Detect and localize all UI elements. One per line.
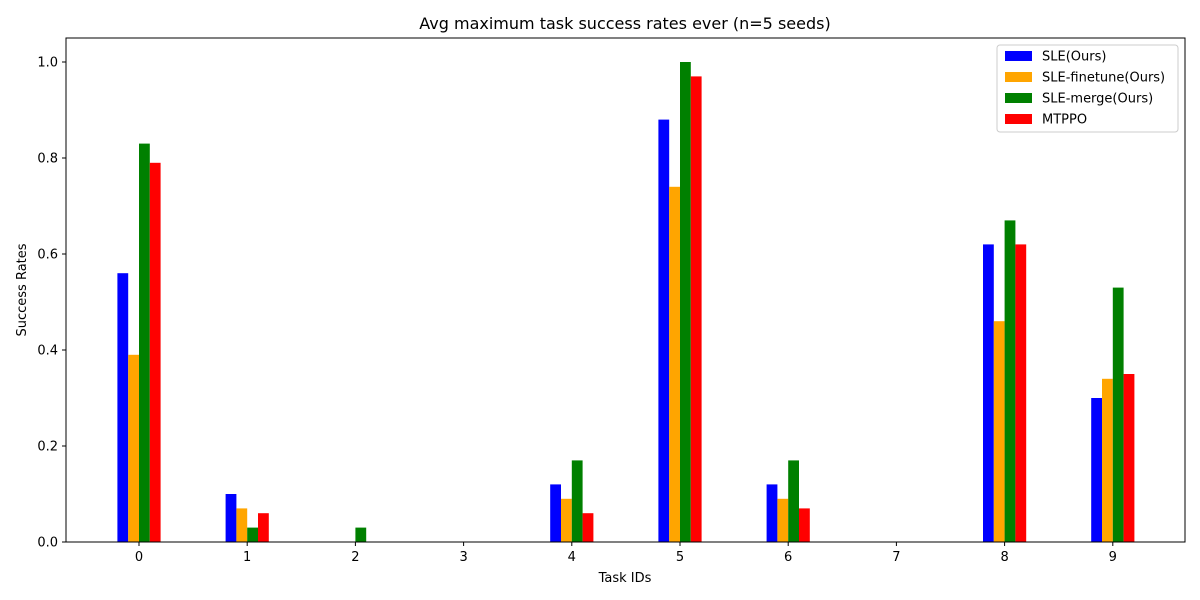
bar <box>1004 220 1016 542</box>
plot-frame <box>65 37 1186 543</box>
bar <box>983 244 994 542</box>
legend-swatch <box>1005 93 1032 103</box>
legend-label: MTPPO <box>1042 113 1087 128</box>
legend-swatch <box>1005 51 1032 61</box>
bar <box>117 273 129 542</box>
bar <box>777 498 789 542</box>
bar <box>571 460 583 542</box>
legend-frame <box>996 44 1179 133</box>
y-axis: 0.0 0.2 0.4 0.6 0.8 1.0 <box>37 56 66 551</box>
x-tick-label: 3 <box>459 550 467 565</box>
bars-group <box>117 62 1135 543</box>
bar <box>1102 378 1113 542</box>
x-tick-label: 0 <box>135 550 143 565</box>
x-tick-label: 1 <box>243 550 251 565</box>
x-axis-label: Task IDs <box>598 571 652 586</box>
y-axis-label: Success Rates <box>15 243 30 336</box>
legend-swatch <box>1005 114 1032 124</box>
bar <box>1123 374 1135 542</box>
bar <box>149 162 161 543</box>
legend: SLE(Ours) SLE-finetune(Ours) SLE-merge(Our… <box>996 44 1179 133</box>
y-tick-label: 0.0 <box>37 536 58 551</box>
bar <box>1112 287 1124 542</box>
chart-title: Avg maximum task success rates ever (n=5… <box>419 14 830 33</box>
legend-label: SLE-merge(Ours) <box>1042 92 1153 107</box>
bar <box>550 484 561 542</box>
y-tick-label: 0.6 <box>37 248 58 263</box>
x-tick-label: 7 <box>892 550 900 565</box>
y-tick-label: 0.8 <box>37 152 58 167</box>
bar <box>247 527 258 542</box>
y-tick-label: 0.2 <box>37 440 58 455</box>
legend-swatch <box>1005 72 1032 82</box>
x-tick-label: 5 <box>676 550 684 565</box>
bar <box>766 484 778 542</box>
bar <box>1015 244 1027 542</box>
bar <box>993 321 1005 542</box>
bar <box>658 119 670 542</box>
bar <box>1091 398 1102 542</box>
bar <box>236 508 248 542</box>
x-tick-label: 8 <box>1000 550 1008 565</box>
bar <box>788 460 799 542</box>
bar <box>128 354 139 542</box>
bar <box>582 513 594 542</box>
y-tick-label: 0.4 <box>37 344 58 359</box>
bar <box>680 62 691 542</box>
x-axis: 0 1 2 3 4 5 6 7 8 9 <box>135 542 1117 565</box>
bar <box>355 527 367 542</box>
bar <box>561 498 572 542</box>
x-tick-label: 2 <box>351 550 359 565</box>
y-tick-label: 1.0 <box>37 56 58 71</box>
bar <box>669 186 680 543</box>
legend-label: SLE-finetune(Ours) <box>1042 71 1165 86</box>
x-tick-label: 9 <box>1109 550 1117 565</box>
bar <box>225 494 237 542</box>
x-tick-label: 6 <box>784 550 792 565</box>
bar <box>258 513 269 542</box>
legend-label: SLE(Ours) <box>1042 50 1106 65</box>
bar <box>139 143 150 542</box>
bar <box>799 508 810 542</box>
x-tick-label: 4 <box>568 550 576 565</box>
bar <box>690 76 702 543</box>
